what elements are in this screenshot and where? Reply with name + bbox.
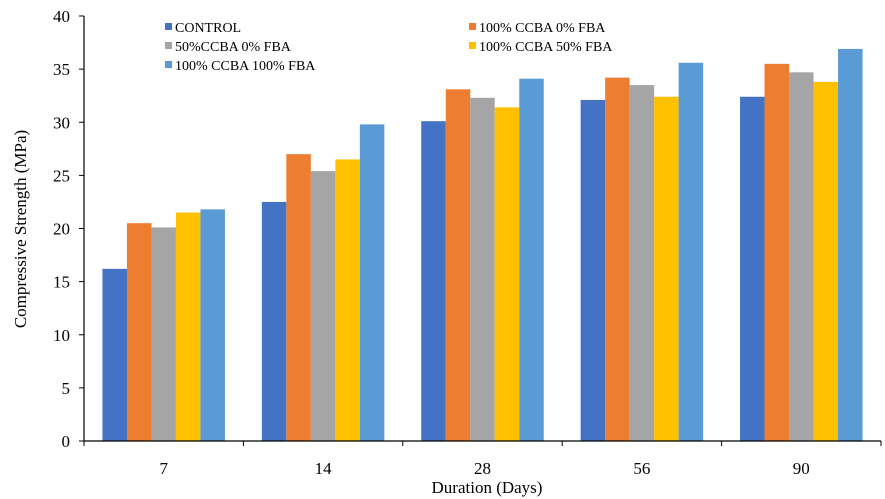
bar-56-series-1 xyxy=(580,99,606,441)
legend-label-5: 100% CCBA 100% FBA xyxy=(175,59,316,74)
legend-swatch-2 xyxy=(469,23,476,30)
bar-56-series-4 xyxy=(654,96,679,441)
x-tick-label-56: 56 xyxy=(633,459,650,478)
x-tick-label-14: 14 xyxy=(315,459,333,478)
bar-28-series-1 xyxy=(421,121,446,441)
y-tick-label-35: 35 xyxy=(53,60,70,79)
bar-7-series-2 xyxy=(126,223,152,441)
bar-7-series-5 xyxy=(200,209,225,441)
x-tick-label-90: 90 xyxy=(793,459,810,478)
bar-7-series-4 xyxy=(175,212,201,441)
bar-90-series-3 xyxy=(789,72,814,441)
y-axis-title: Compressive Strength (MPa) xyxy=(11,130,30,328)
bar-14-series-4 xyxy=(335,159,360,441)
bar-14-series-1 xyxy=(261,201,287,441)
legend-swatch-5 xyxy=(165,61,172,68)
y-tick-label-30: 30 xyxy=(53,113,70,132)
bar-7-series-3 xyxy=(151,227,176,441)
x-axis-title: Duration (Days) xyxy=(432,478,543,497)
legend-label-4: 100% CCBA 50% FBA xyxy=(479,40,613,55)
bar-14-series-5 xyxy=(359,124,385,441)
axes-layer: 0 5 10 15 20 25 30 35 40 7 14 28 56 90 xyxy=(53,7,882,478)
legend-label-3: 50%CCBA 0% FBA xyxy=(175,40,292,55)
bar-90-series-5 xyxy=(838,48,863,441)
x-tick-label-7: 7 xyxy=(159,459,168,478)
bar-56-series-3 xyxy=(629,85,655,441)
legend-label-2: 100% CCBA 0% FBA xyxy=(479,21,606,36)
y-tick-label-0: 0 xyxy=(62,432,71,451)
bar-90-series-1 xyxy=(740,96,765,441)
legend: CONTROL 100% CCBA 0% FBA 50%CCBA 0% FBA 100… xyxy=(165,21,613,74)
legend-label-1: CONTROL xyxy=(175,21,241,36)
x-tick-label-28: 28 xyxy=(474,459,491,478)
bar-7-series-1 xyxy=(102,268,127,441)
bar-14-series-3 xyxy=(310,171,336,441)
bar-90-series-2 xyxy=(764,63,790,441)
bar-28-series-2 xyxy=(445,89,471,441)
y-tick-label-40: 40 xyxy=(53,7,70,26)
bar-28-series-3 xyxy=(470,97,495,441)
bar-56-series-5 xyxy=(678,62,704,441)
legend-swatch-3 xyxy=(165,42,172,49)
legend-swatch-1 xyxy=(165,23,172,30)
legend-swatch-4 xyxy=(469,42,476,49)
y-tick-label-15: 15 xyxy=(53,273,70,292)
bar-90-series-4 xyxy=(813,81,839,441)
bar-28-series-4 xyxy=(494,107,520,441)
y-tick-label-25: 25 xyxy=(53,166,70,185)
bar-14-series-2 xyxy=(286,154,311,441)
y-tick-label-5: 5 xyxy=(62,379,71,398)
bar-56-series-2 xyxy=(605,77,630,441)
bars-layer xyxy=(102,48,863,441)
bar-28-series-5 xyxy=(519,78,544,441)
y-tick-label-20: 20 xyxy=(53,220,70,239)
y-tick-label-10: 10 xyxy=(53,326,70,345)
